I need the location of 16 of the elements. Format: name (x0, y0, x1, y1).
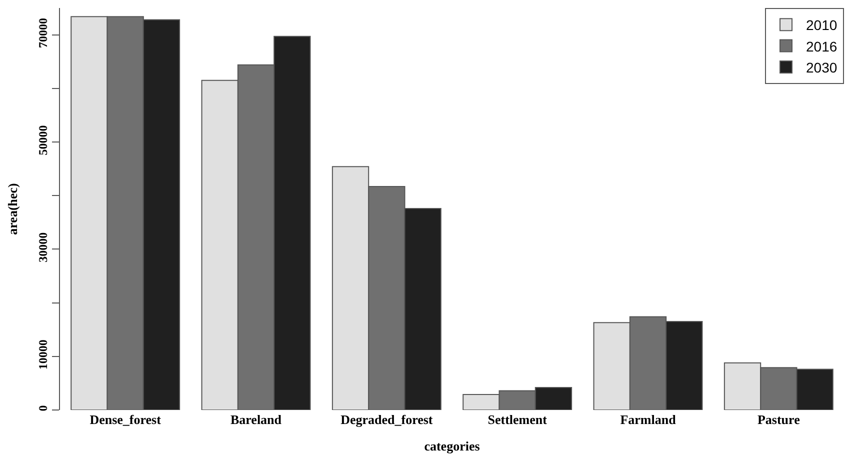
x-tick-label: Pasture (757, 412, 800, 427)
legend-label: 2010 (806, 17, 838, 34)
y-tick-label: 30000 (36, 232, 50, 262)
y-axis-title: area(hec) (5, 183, 20, 235)
y-tick-label: 0 (36, 405, 50, 412)
legend-label: 2016 (806, 38, 838, 54)
y-tick-label: 70000 (36, 18, 50, 48)
y-tick-label: 50000 (36, 125, 50, 156)
legend-label: 2030 (806, 59, 838, 76)
y-tick-label: 10000 (36, 340, 50, 370)
x-tick-label: Settlement (488, 412, 548, 427)
x-tick-label: Farmland (620, 412, 677, 427)
x-axis-title: categories (424, 438, 480, 454)
x-tick-label: Bareland (230, 412, 282, 427)
x-tick-label: Dense_forest (90, 412, 162, 427)
x-tick-label: Degraded_forest (340, 412, 434, 427)
